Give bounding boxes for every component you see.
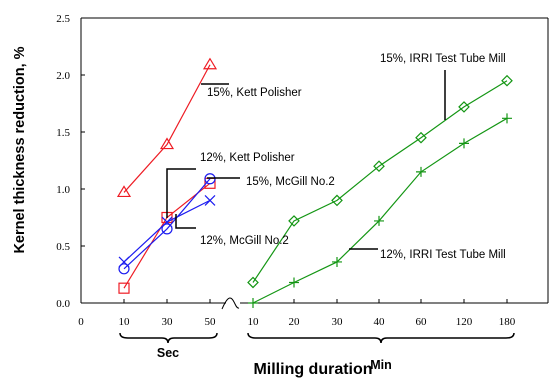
group-brace <box>119 332 218 344</box>
annotation-label: 15%, Kett Polisher <box>207 87 302 99</box>
y-tick-label: 0.0 <box>56 298 70 310</box>
x-tick-label: 10 <box>119 316 131 328</box>
plus-marker <box>459 138 469 149</box>
x-marker <box>118 256 130 268</box>
x-tick-label: 30 <box>162 316 174 328</box>
plus-marker <box>332 256 342 267</box>
x-axis-ticks: 0 10 30 50 10 20 30 40 60 120 180 <box>78 299 516 328</box>
annotation-label: 15%, IRRI Test Tube Mill <box>380 53 506 65</box>
series-annotation: 15%, IRRI Test Tube Mill <box>380 53 506 120</box>
series-line <box>252 117 508 304</box>
diamond-marker <box>331 194 343 207</box>
annotation-label: 12%, McGill No.2 <box>200 235 289 247</box>
circle-marker <box>118 263 130 275</box>
series-annotation: 12%, Kett Polisher <box>166 152 295 218</box>
plus-marker <box>248 298 258 308</box>
y-axis-title: Kernel thickness reduction, % <box>12 46 28 253</box>
plus-marker <box>289 277 299 288</box>
y-tick-label: 0.5 <box>56 241 70 253</box>
square-marker <box>118 282 130 294</box>
diamond-marker <box>458 101 470 113</box>
diamond-marker <box>415 131 427 144</box>
y-tick-label: 2.0 <box>56 70 70 82</box>
series-annotation: 12%, McGill No.2 <box>175 214 289 247</box>
diamond-marker <box>373 160 385 173</box>
annotation-label: 15%, McGill No.2 <box>246 176 335 188</box>
x-tick-label: 120 <box>456 316 473 328</box>
diamond-marker <box>288 215 300 227</box>
diamond-marker <box>501 74 513 87</box>
series-annotation: 12%, IRRI Test Tube Mill <box>349 248 506 261</box>
x-axis-title: Milling duration <box>253 361 372 378</box>
circle-marker <box>161 223 173 235</box>
triangle-marker <box>159 137 175 150</box>
x-tick-label: 40 <box>374 316 386 328</box>
series-4 <box>247 74 513 289</box>
y-tick-label: 2.5 <box>56 13 70 25</box>
leader-line <box>166 168 196 218</box>
axes <box>80 17 549 310</box>
triangle-marker <box>116 185 132 198</box>
diamond-marker <box>247 276 259 289</box>
series-5 <box>248 113 512 308</box>
x-tick-label: 0 <box>78 316 84 328</box>
y-tick-label: 1.0 <box>56 184 70 196</box>
series-annotation: 15%, McGill No.2 <box>207 176 335 188</box>
group-brace <box>247 332 515 344</box>
x-marker <box>204 194 216 206</box>
triangle-marker <box>202 57 218 70</box>
y-tick-label: 1.5 <box>56 127 70 139</box>
series-3 <box>118 194 216 268</box>
annotation-label: 12%, IRRI Test Tube Mill <box>380 249 506 261</box>
x-tick-label: 180 <box>499 316 516 328</box>
series-layer <box>116 57 513 308</box>
x-tick-label: 20 <box>289 316 301 328</box>
series-0 <box>116 57 218 198</box>
leader-line <box>175 214 196 229</box>
x-marker <box>161 216 173 228</box>
plus-marker <box>416 166 426 177</box>
series-line <box>123 178 211 270</box>
series-line <box>123 64 211 193</box>
x-axis-groups: Sec Min <box>119 332 515 372</box>
series-line <box>252 80 508 283</box>
axis-break-icon <box>221 297 240 310</box>
y-axis-ticks: 0.0 0.5 1.0 1.5 2.0 2.5 <box>56 13 85 310</box>
group-label: Sec <box>157 346 179 360</box>
series-annotation: 15%, Kett Polisher <box>201 83 302 99</box>
plus-marker <box>374 215 384 226</box>
x-tick-label: 60 <box>416 316 428 328</box>
x-tick-label: 50 <box>205 316 217 328</box>
x-tick-label: 30 <box>332 316 344 328</box>
group-label: Min <box>370 358 392 372</box>
annotations: 15%, Kett Polisher 12%, Kett Polisher 15%,… <box>166 53 506 261</box>
plus-marker <box>502 113 512 124</box>
annotation-label: 12%, Kett Polisher <box>200 152 295 164</box>
x-tick-label: 10 <box>248 316 260 328</box>
